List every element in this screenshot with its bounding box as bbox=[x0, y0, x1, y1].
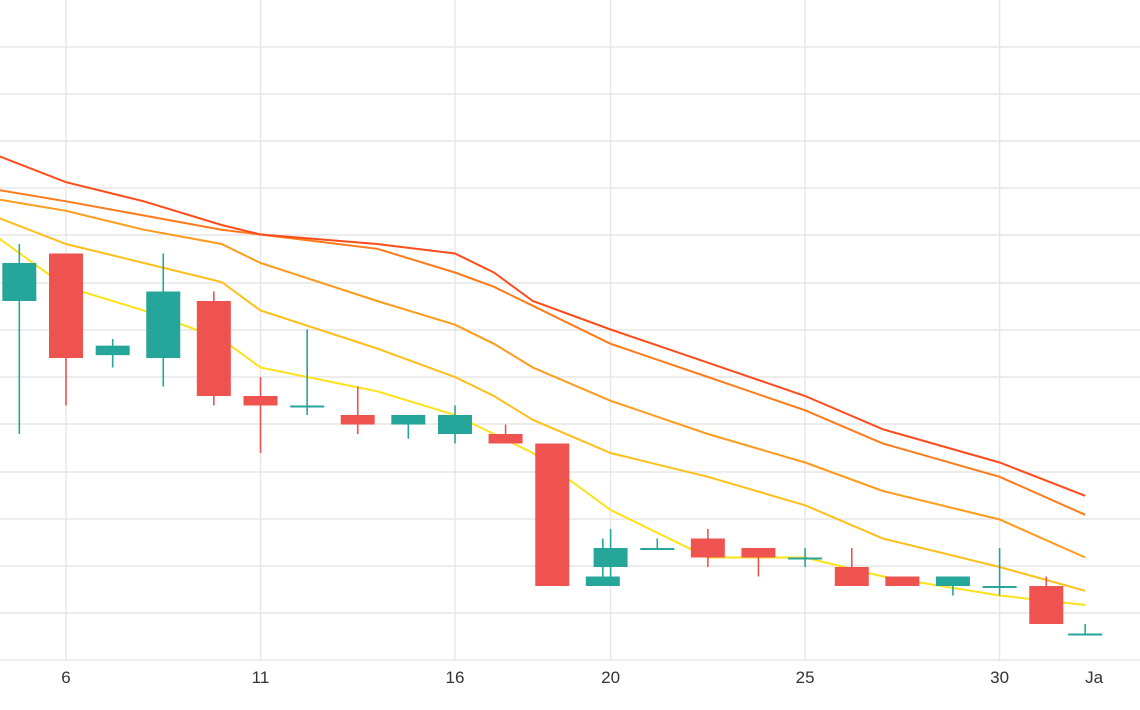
candle-down bbox=[196, 291, 231, 406]
candle-body bbox=[391, 415, 426, 425]
candle-body bbox=[2, 263, 37, 301]
candle-up bbox=[640, 538, 675, 550]
candle-body bbox=[834, 567, 869, 586]
candle-down bbox=[340, 386, 375, 434]
candle-down bbox=[535, 443, 570, 586]
x-tick-label: 25 bbox=[796, 668, 815, 687]
candle-up bbox=[593, 529, 628, 577]
candle-down bbox=[690, 529, 725, 567]
candle-body bbox=[982, 586, 1017, 588]
moving-average-line-3 bbox=[0, 198, 1086, 559]
candle-down bbox=[243, 377, 278, 453]
x-tick-label: 16 bbox=[446, 668, 465, 687]
candle-down bbox=[741, 548, 776, 577]
x-tick-label: Ja bbox=[1085, 668, 1104, 687]
x-axis-ticks: 6 11 16 20 25 30 Ja bbox=[61, 668, 1103, 687]
candle-body bbox=[196, 301, 231, 396]
candle-body bbox=[243, 396, 278, 406]
candle-body bbox=[95, 345, 130, 356]
candle-body bbox=[488, 434, 523, 444]
candle-body bbox=[885, 576, 920, 586]
candle-up bbox=[935, 576, 970, 596]
candle-body bbox=[593, 548, 628, 567]
moving-average-lines bbox=[0, 155, 1086, 606]
x-tick-label: 30 bbox=[990, 668, 1009, 687]
candle-body bbox=[438, 415, 472, 434]
candle-body bbox=[49, 253, 83, 358]
candle-body bbox=[690, 538, 725, 558]
candle-body bbox=[788, 557, 823, 560]
candle-body bbox=[146, 291, 181, 358]
candle-body bbox=[1068, 633, 1103, 636]
candle-body bbox=[535, 443, 570, 586]
x-tick-label: 6 bbox=[61, 668, 70, 687]
candle-body bbox=[290, 405, 325, 408]
candle-body bbox=[585, 576, 620, 586]
candle-down bbox=[49, 253, 83, 406]
candle-up bbox=[788, 548, 823, 567]
candle-up bbox=[391, 415, 426, 439]
candle-body bbox=[741, 548, 776, 558]
candle-down bbox=[488, 424, 523, 444]
moving-average-line-2 bbox=[0, 217, 1086, 592]
moving-average-line-4 bbox=[0, 189, 1086, 516]
x-tick-label: 11 bbox=[252, 668, 270, 687]
candle-up bbox=[438, 405, 472, 444]
candle-down bbox=[1029, 576, 1064, 624]
candle-body bbox=[640, 548, 675, 550]
candle-down bbox=[885, 576, 920, 586]
moving-average-line-5 bbox=[0, 155, 1086, 497]
candle-up bbox=[95, 339, 130, 368]
candle-up bbox=[982, 548, 1017, 596]
candle-up bbox=[146, 253, 181, 387]
candle-up bbox=[1068, 624, 1103, 636]
candle-body bbox=[340, 415, 375, 425]
candles bbox=[2, 244, 1103, 636]
candle-up bbox=[290, 329, 325, 415]
candle-up bbox=[2, 244, 37, 434]
candle-down bbox=[834, 548, 869, 586]
x-tick-label: 20 bbox=[601, 668, 620, 687]
candle-body bbox=[935, 576, 970, 586]
candle-body bbox=[1029, 586, 1064, 624]
